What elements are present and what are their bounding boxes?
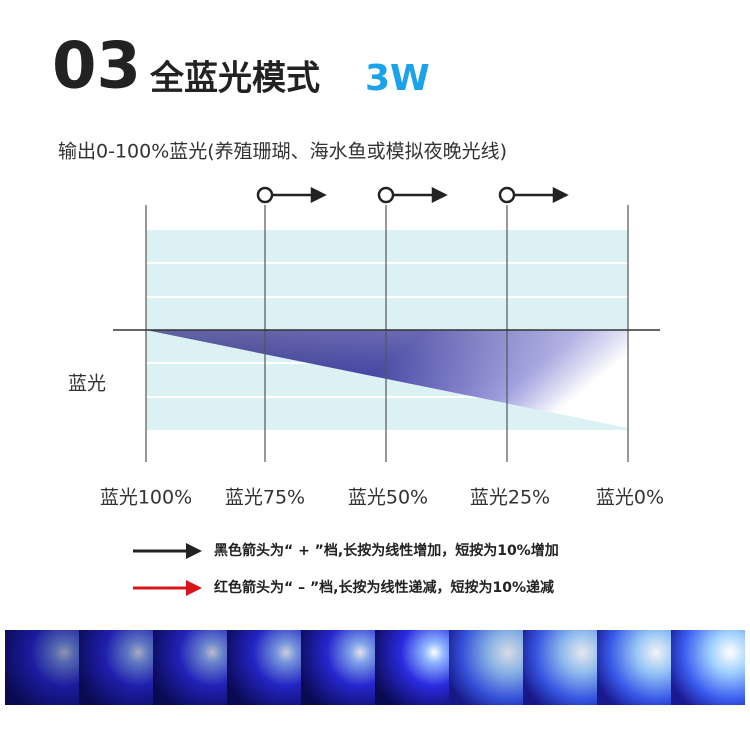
mode-number: 03 — [52, 30, 141, 104]
power: 3W — [365, 58, 430, 99]
stage-label: 蓝光75% — [225, 487, 305, 509]
note-plus: 黑色箭头为“ + ”档,长按为线性增加，短按为10%增加 — [214, 542, 559, 559]
subtitle: 输出0-100%蓝光(养殖珊瑚、海水鱼或模拟夜晚光线) — [58, 141, 507, 163]
stage-label: 蓝光50% — [348, 487, 428, 509]
stage-label: 蓝光100% — [100, 487, 192, 509]
note-minus: 红色箭头为“ – ”档,长按为线性递减，短按为10%递减 — [214, 579, 554, 596]
stage-lines — [145, 205, 629, 462]
photo-strip — [5, 630, 745, 705]
diagram: 蓝光 蓝光100% 蓝光75% 蓝光50% 蓝光25% 蓝光0% — [68, 186, 664, 509]
mode-title: 全蓝光模式 — [149, 59, 320, 99]
step-arrows — [256, 186, 569, 204]
stage-labels: 蓝光100% 蓝光75% 蓝光50% 蓝光25% 蓝光0% — [100, 487, 664, 509]
stage-label: 蓝光25% — [470, 487, 550, 509]
row-label: 蓝光 — [68, 373, 106, 395]
stage-label: 蓝光0% — [596, 487, 664, 509]
legend: 黑色箭头为“ + ”档,长按为线性增加，短按为10%增加 红色箭头为“ – ”档… — [133, 542, 559, 596]
